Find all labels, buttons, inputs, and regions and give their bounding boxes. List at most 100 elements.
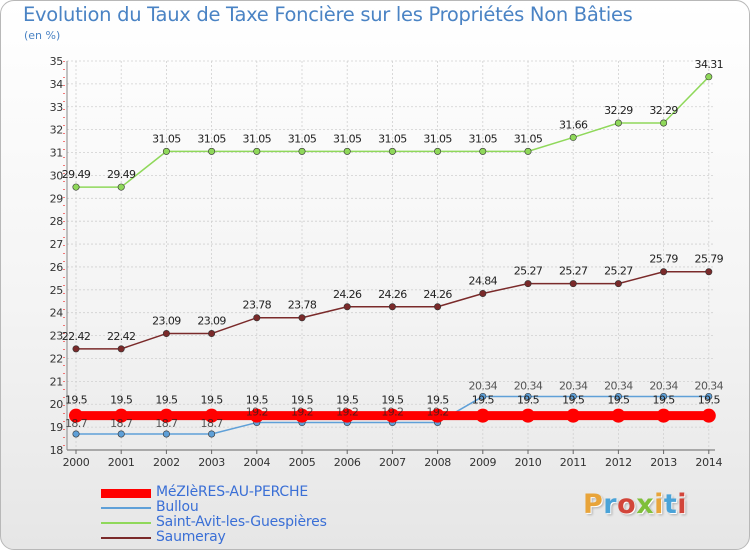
- data-label: 20.34: [469, 379, 498, 392]
- data-label: 31.05: [197, 132, 226, 145]
- data-point: [162, 147, 170, 155]
- data-label: 31.05: [152, 132, 181, 145]
- data-label: 19.5: [517, 394, 540, 407]
- data-label: 32.29: [649, 104, 678, 117]
- data-label: 31.05: [423, 132, 452, 145]
- data-point: [72, 183, 80, 191]
- data-point: [162, 430, 170, 438]
- legend-swatch: [101, 488, 151, 498]
- data-point: [705, 73, 713, 81]
- data-point: [434, 303, 442, 311]
- legend-item: Bullou: [101, 499, 401, 516]
- data-label: 19.5: [381, 394, 404, 407]
- legend-item: Saumeray: [101, 529, 401, 546]
- data-point: [298, 314, 306, 322]
- legend-swatch: [101, 537, 151, 539]
- data-label: 24.26: [333, 288, 362, 301]
- data-point: [569, 133, 577, 141]
- data-label: 20.34: [649, 379, 678, 392]
- data-label: 31.05: [243, 132, 272, 145]
- data-point: [69, 408, 83, 423]
- legend-swatch: [101, 507, 151, 509]
- data-label: 18.7: [155, 417, 178, 430]
- data-point: [569, 280, 577, 288]
- data-label: 32.29: [604, 104, 633, 117]
- x-tick-label: 2008: [424, 456, 451, 469]
- data-point: [253, 314, 261, 322]
- data-point: [569, 392, 577, 400]
- data-label: 31.05: [514, 132, 543, 145]
- data-point: [295, 408, 309, 423]
- data-point: [479, 392, 487, 400]
- data-point: [614, 392, 622, 400]
- data-label: 19.5: [65, 394, 88, 407]
- data-point: [159, 408, 174, 423]
- data-label: 20.34: [604, 379, 633, 392]
- x-tick-label: 2007: [379, 456, 406, 469]
- data-label: 31.05: [333, 132, 362, 145]
- data-label: 19.5: [607, 394, 630, 407]
- data-point: [524, 280, 532, 288]
- data-point: [388, 147, 396, 155]
- x-tick-label: 2003: [198, 456, 225, 469]
- data-point: [117, 183, 125, 191]
- data-label: 19.5: [562, 394, 585, 407]
- legend-label: Bullou: [156, 499, 199, 515]
- data-label: 31.05: [469, 132, 498, 145]
- data-point: [524, 147, 532, 155]
- legend-label: Saint-Avit-les-Guespières: [156, 514, 327, 530]
- chart-unit: (en %): [24, 29, 61, 42]
- data-label: 18.7: [65, 417, 88, 430]
- data-label: 23.78: [243, 299, 272, 312]
- y-tick-label: 24: [50, 307, 64, 320]
- data-label: 31.66: [559, 118, 588, 131]
- data-point: [524, 392, 532, 400]
- data-point: [72, 430, 80, 438]
- data-point: [701, 408, 716, 423]
- data-label: 31.05: [378, 132, 407, 145]
- data-point: [388, 303, 396, 311]
- data-point: [117, 345, 125, 353]
- data-point: [614, 280, 622, 288]
- data-label: 19.2: [291, 406, 313, 419]
- data-label: 22.42: [62, 330, 91, 343]
- data-point: [298, 147, 306, 155]
- data-point: [479, 147, 487, 155]
- y-tick-label: 22: [50, 352, 63, 365]
- data-label: 24.26: [423, 288, 452, 301]
- data-label: 24.26: [378, 288, 407, 301]
- data-label: 29.49: [107, 168, 136, 181]
- data-point: [204, 408, 219, 423]
- data-label: 23.09: [197, 315, 226, 328]
- data-point: [208, 330, 216, 338]
- data-label: 25.27: [514, 265, 543, 278]
- y-tick-label: 32: [50, 124, 63, 137]
- data-label: 19.2: [336, 406, 358, 419]
- data-label: 19.2: [246, 406, 268, 419]
- data-label: 20.34: [514, 379, 543, 392]
- data-label: 19.5: [155, 394, 178, 407]
- data-label: 19.2: [381, 406, 403, 419]
- point-labels: 19.5 19.5 19.5 19.5 19.5 19.5 19.5 19.5 19.5 19.5…: [62, 58, 724, 430]
- x-tick-label: 2001: [108, 456, 135, 469]
- data-point: [660, 119, 668, 127]
- data-point: [656, 408, 671, 423]
- x-tick-label: 2006: [334, 456, 361, 469]
- data-label: 19.5: [110, 394, 133, 407]
- series-lines: [69, 73, 716, 438]
- data-point: [705, 268, 713, 276]
- data-point: [208, 147, 216, 155]
- data-point: [385, 408, 400, 423]
- data-point: [660, 268, 668, 276]
- data-point: [117, 430, 125, 438]
- data-point: [343, 147, 351, 155]
- data-label: 19.5: [246, 394, 269, 407]
- data-point: [208, 430, 216, 438]
- y-tick-label: 34: [50, 78, 64, 91]
- data-label: 29.49: [62, 168, 91, 181]
- data-point: [340, 408, 355, 423]
- data-point: [72, 345, 80, 353]
- y-tick-label: 19: [50, 421, 64, 434]
